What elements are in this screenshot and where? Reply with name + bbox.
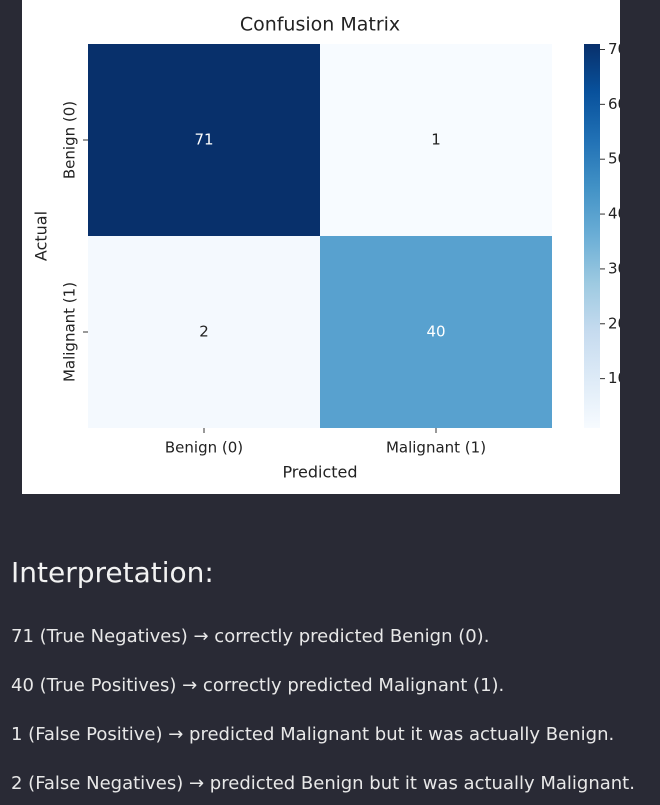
y-tick-label: Benign (0)	[61, 101, 79, 179]
chart: Confusion Matrix Predicted Actual 71 1 2 40…	[32, 14, 628, 482]
heatmap-cell	[88, 44, 320, 236]
cell-label: 1	[431, 131, 441, 149]
interpretation-line: 1 (False Positive) → predicted Malignant…	[11, 724, 615, 745]
colorbar-tick-label: 60	[608, 95, 620, 113]
x-axis-label: Predicted	[282, 463, 357, 482]
chart-panel: Confusion Matrix Predicted Actual 71 1 2 40…	[22, 0, 628, 494]
interpretation-line: 71 (True Negatives) → correctly predicte…	[11, 626, 490, 647]
cell-label: 2	[199, 323, 209, 341]
interpretation-line: 40 (True Positives) → correctly predicte…	[11, 675, 505, 696]
cell-label: 71	[194, 131, 213, 149]
interpretation-line: 2 (False Negatives) → predicted Benign b…	[11, 773, 635, 794]
heatmap-cell	[320, 44, 552, 236]
heatmap-cell	[320, 236, 552, 428]
x-tick-label: Malignant (1)	[386, 439, 486, 457]
chart-title: Confusion Matrix	[240, 14, 400, 36]
colorbar-tick-label: 20	[608, 314, 620, 332]
colorbar	[584, 44, 600, 428]
heading: Interpretation:	[11, 556, 214, 589]
colorbar-tick-label: 30	[608, 259, 620, 277]
x-tick-label: Benign (0)	[165, 439, 243, 457]
colorbar-tick-label: 50	[608, 150, 620, 168]
heatmap-cell	[88, 236, 320, 428]
cell-label: 40	[426, 323, 445, 341]
colorbar-tick-label: 40	[608, 205, 620, 223]
y-tick-label: Malignant (1)	[61, 282, 79, 382]
colorbar-tick-label: 10	[608, 369, 620, 387]
colorbar-tick-label: 70	[608, 40, 620, 58]
y-axis-label: Actual	[32, 211, 51, 261]
